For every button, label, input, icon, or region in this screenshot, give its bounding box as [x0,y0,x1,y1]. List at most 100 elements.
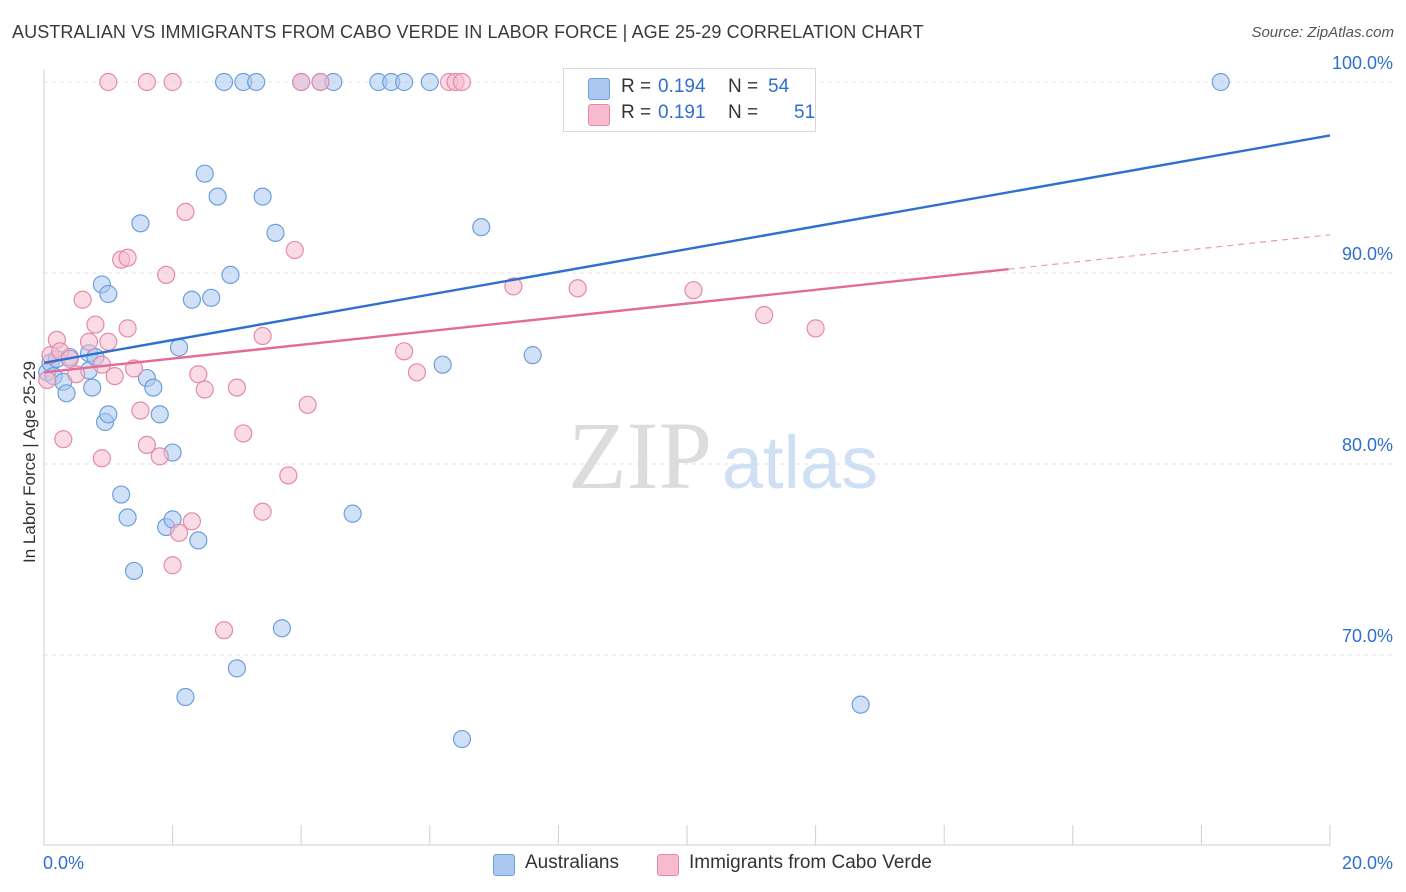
zipatlas-watermark: ZIP atlas [568,402,878,509]
cabo-verde-point [684,281,703,300]
cabo-verde-point [311,72,330,92]
cabo-verde-point [806,319,825,338]
cabo-verde-point [79,332,99,351]
cabo-verde-point [137,72,156,92]
australian-point [343,504,362,523]
australian-point [99,405,118,424]
cabo-verde-point [253,326,272,346]
cabo-verde-point [38,370,57,390]
australian-point [131,214,150,233]
australian-point [202,288,221,307]
australian-point [214,72,234,92]
cabo-verde-point [253,502,272,521]
cabo-verde-point [182,512,201,531]
australian-point [472,218,491,237]
legend-swatch-blue [493,854,515,876]
cabo-verde-point [234,424,253,443]
australian-point [221,265,240,285]
cabo-verde-trend-line-extension [1008,234,1331,270]
cabo-verde-point [568,279,587,298]
y-axis-title: In Labor Force | Age 25-29 [20,361,39,563]
australian-point [208,187,227,206]
cabo-verde-point [105,367,124,386]
australian-point [394,72,414,92]
cabo-verde-point [407,363,427,382]
cabo-verde-point [298,395,317,414]
australian-point [57,384,76,403]
legend-r-value: 0.194 [658,76,706,97]
cabo-verde-point [54,430,73,449]
australian-point [433,355,452,374]
australian-point [272,619,292,638]
australian-point [227,659,246,678]
cabo-verde-point [86,315,105,334]
trend-lines [43,134,1331,374]
cabo-verde-point [292,72,311,92]
x-tick-label: 20.0% [1342,853,1393,873]
australian-point [182,290,201,309]
legend-swatch-pink [657,854,679,876]
y-tick-label: 100.0% [1332,53,1393,73]
australian-point [189,531,208,550]
legend-r-label: R = [621,76,652,97]
australian-point [144,378,163,397]
cabo-verde-point [227,378,246,397]
cabo-verde-point [504,277,523,296]
cabo-verde-point [755,305,774,325]
cabo-verde-point [163,72,182,92]
cabo-verde-point [285,240,304,260]
legend-r-value: 0.191 [658,102,706,123]
y-tick-label: 80.0% [1342,435,1393,455]
cabo-verde-point [150,447,169,466]
cabo-verde-point [189,365,208,384]
legend-n-label: N = [728,76,759,97]
source-label: Source: ZipAtlas.com [1251,24,1394,41]
australian-point [1211,72,1230,92]
cabo-verde-point [394,342,414,361]
cabo-verde-point [131,401,150,420]
cabo-verde-point [176,202,195,221]
australian-trend-line [43,134,1331,364]
cabo-verde-point [163,556,182,575]
legend-swatch-pink [588,104,610,126]
australian-point [851,695,870,714]
cabo-verde-point [279,466,298,485]
y-tick-label: 90.0% [1342,244,1393,264]
australian-point [195,164,214,183]
legend-label-australians: Australians [525,852,619,873]
australian-point [99,284,118,304]
cabo-verde-point [118,248,137,267]
australian-point [523,346,542,365]
australian-point [118,508,137,527]
y-tick-label: 70.0% [1342,626,1393,646]
australian-point [150,405,169,424]
cabo-verde-point [214,621,234,640]
australian-point [452,729,472,749]
legend-swatch-blue [588,78,610,100]
watermark-atlas: atlas [722,421,878,504]
cabo-verde-point [99,332,118,351]
australian-point [124,561,144,581]
legend-n-value: 51 [794,102,816,123]
cabo-verde-point [452,72,472,92]
australian-point [266,223,285,242]
cabo-verde-point [137,435,156,454]
cabo-verde-point [118,319,137,338]
chart-title: AUSTRALIAN VS IMMIGRANTS FROM CABO VERDE… [12,22,924,42]
legend-r-label: R = [621,102,652,123]
gridlines [44,81,1392,656]
cabo-verde-trend-line [43,267,1009,374]
watermark-zip: ZIP [568,402,712,509]
cabo-verde-point [157,265,176,285]
australian-point [169,338,189,357]
axes [43,70,1331,846]
tick-labels: 100.0% 90.0% 80.0% 70.0% 0.0% 20.0% [43,53,1393,873]
australian-point [253,187,272,206]
cabo-verde-point [99,72,118,92]
australian-point [247,72,266,92]
australian-point [420,72,439,92]
correlation-legend: R = 0.194 N = 54 R = 0.191 N = 51 [563,68,816,132]
legend-n-label: N = [728,102,759,123]
cabo-verde-point [92,449,111,468]
